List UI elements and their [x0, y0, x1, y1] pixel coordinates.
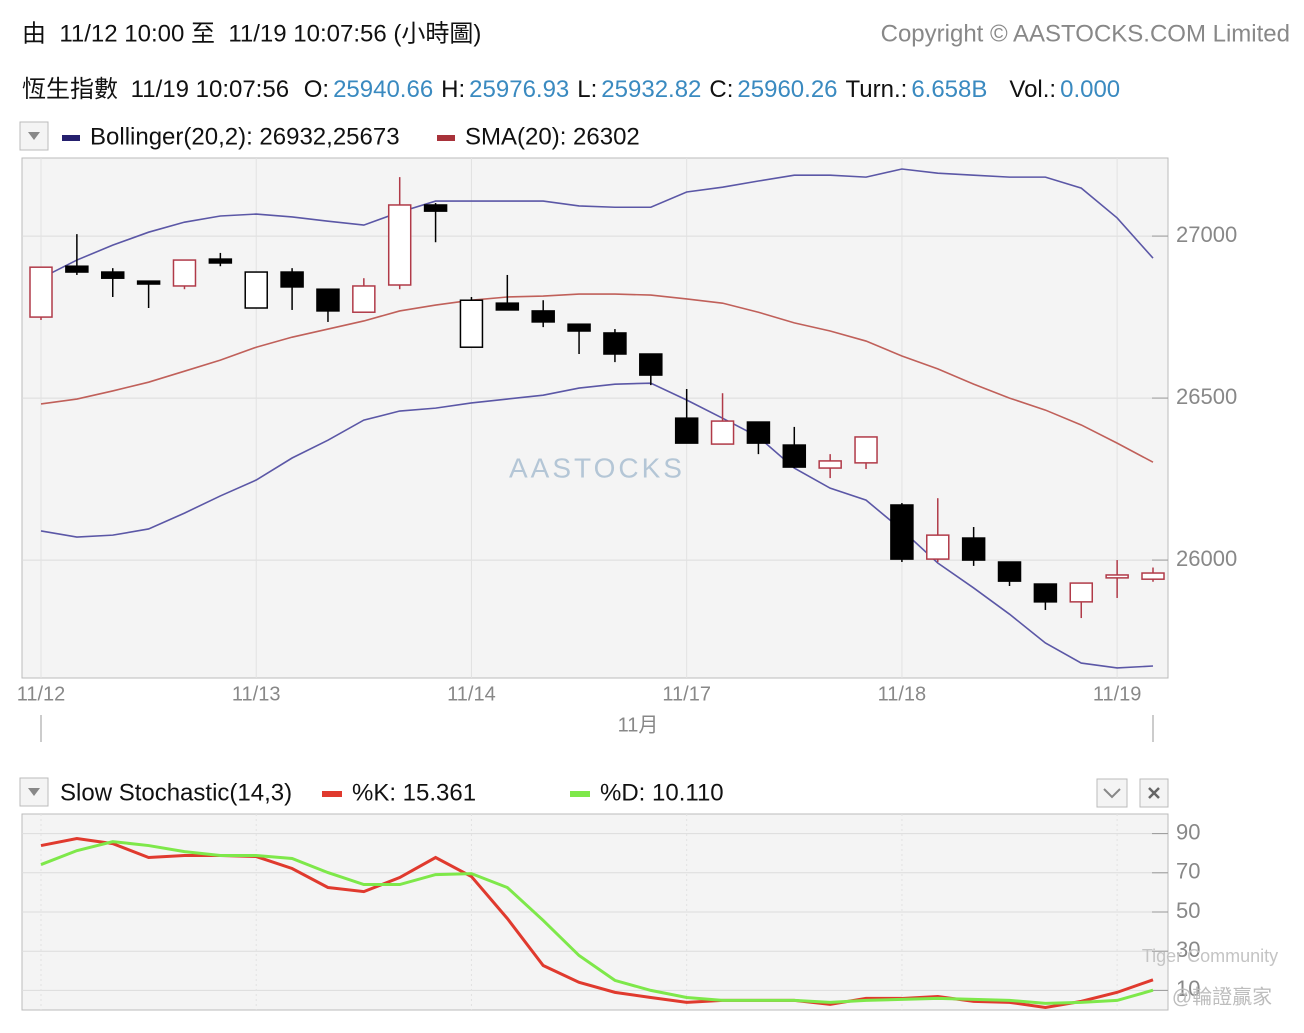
- legend-label: %K: 15.361: [352, 779, 476, 806]
- candle-body: [710, 420, 735, 445]
- quote-label: L:: [577, 76, 597, 103]
- candle-body: [136, 280, 161, 285]
- candle-body: [674, 417, 699, 444]
- candle-body: [65, 265, 89, 273]
- candle-body: [890, 504, 914, 560]
- index-name: 恆生指數: [22, 76, 118, 103]
- y-tick-label: 26000: [1176, 546, 1237, 571]
- quote-line: 恆生指數 11/19 10:07:56 O: 25940.66 H: 25976.93…: [22, 76, 1120, 103]
- y-tick-label: 10: [1176, 976, 1200, 1001]
- legend-swatch: [570, 791, 590, 797]
- x-tick-label: 11/17: [662, 683, 711, 705]
- watermark: AASTOCKS: [509, 452, 685, 483]
- legend-label: %D: 10.110: [600, 779, 724, 806]
- candle-body: [1105, 574, 1129, 579]
- candle-body: [1141, 572, 1165, 580]
- candle-body: [746, 421, 771, 444]
- dropdown-icon: [28, 788, 40, 796]
- quote-label: H:: [441, 76, 465, 103]
- watermark: Tiger Community: [1142, 946, 1278, 966]
- panel-title: Slow Stochastic(14,3): [60, 779, 292, 806]
- quote-value: 25932.82: [601, 76, 701, 103]
- candle-body: [352, 285, 376, 313]
- quote-label: Vol.:: [1009, 76, 1056, 103]
- x-sublabel: 11月: [618, 714, 659, 736]
- y-tick-label: 30: [1176, 937, 1200, 962]
- y-tick-label: 50: [1176, 898, 1200, 923]
- indicator-line: [40, 293, 1154, 463]
- candle-body: [1033, 583, 1058, 603]
- candle-body: [639, 353, 663, 376]
- x-tick-label: 11/19: [1093, 683, 1142, 705]
- candle-body: [459, 299, 484, 348]
- close-icon: [1148, 787, 1160, 799]
- y-tick-label: 26500: [1176, 384, 1237, 409]
- dropdown-icon: [28, 132, 40, 140]
- candle-body: [29, 266, 53, 318]
- candle-body: [961, 537, 986, 561]
- quote-value: 0.000: [1060, 76, 1120, 103]
- indicator-line: [40, 168, 1154, 279]
- candle-body: [603, 332, 627, 355]
- candle-body: [567, 323, 591, 332]
- quote-label: C:: [709, 76, 733, 103]
- date-range: 由 11/12 10:00 至 11/19 10:07:56 (小時圖): [22, 20, 481, 47]
- series-line: [40, 840, 1154, 1005]
- quote-value: 6.658B: [911, 76, 987, 103]
- x-tick-label: 11/14: [447, 683, 496, 705]
- candle-body: [280, 271, 304, 288]
- legend-swatch: [322, 791, 342, 797]
- copyright: Copyright © AASTOCKS.COM Limited: [881, 20, 1290, 47]
- quote-time: 11/19 10:07:56: [131, 76, 289, 103]
- candle-body: [926, 534, 950, 560]
- collapse-button[interactable]: [1096, 778, 1128, 808]
- candle-body: [172, 259, 197, 287]
- candle-body: [316, 288, 340, 312]
- legend-label: SMA(20): 26302: [465, 123, 640, 150]
- watermark: @輪證贏家: [1172, 985, 1272, 1008]
- quote-value: 25940.66: [333, 76, 433, 103]
- candle-body: [423, 204, 448, 212]
- candle-body: [854, 436, 878, 464]
- legend-swatch: [62, 135, 80, 141]
- y-tick-label: 90: [1176, 819, 1200, 844]
- candle-body: [818, 460, 842, 469]
- x-tick-label: 11/12: [17, 683, 66, 705]
- candle-body: [495, 302, 520, 311]
- candle-body: [531, 310, 555, 323]
- x-tick-label: 11/18: [878, 683, 927, 705]
- candle-body: [244, 271, 268, 309]
- quote-value: 25960.26: [737, 76, 837, 103]
- quote-value: 25976.93: [469, 76, 569, 103]
- candle-body: [387, 204, 412, 286]
- legend-swatch: [437, 135, 455, 141]
- x-tick-label: 11/13: [232, 683, 281, 705]
- candle-body: [208, 258, 233, 264]
- candle-body: [1069, 582, 1094, 603]
- indicator-line: [40, 382, 1154, 669]
- y-tick-label: 27000: [1176, 222, 1237, 247]
- collapse-icon: [1103, 788, 1121, 799]
- quote-label: O:: [304, 76, 329, 103]
- legend-label: Bollinger(20,2): 26932,25673: [90, 123, 400, 150]
- quote-label: Turn.:: [846, 76, 908, 103]
- candle-body: [100, 271, 125, 279]
- candle-body: [997, 561, 1022, 582]
- y-tick-label: 70: [1176, 859, 1200, 884]
- candle-body: [782, 444, 807, 468]
